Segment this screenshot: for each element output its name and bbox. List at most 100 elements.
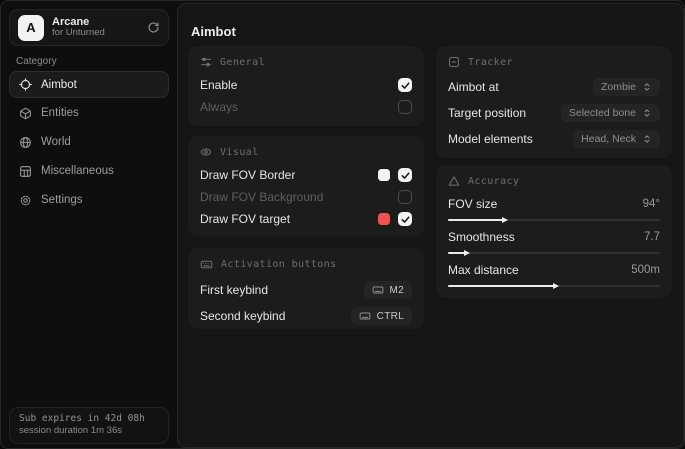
setting-label: Model elements [448, 132, 533, 146]
setting-row-first-keybind: First keybind M2 [200, 281, 412, 299]
keyboard-icon [359, 310, 371, 322]
check-icon [401, 215, 409, 223]
check-icon [401, 81, 409, 89]
crosshair-icon [19, 78, 32, 91]
category-label: Category [16, 56, 57, 67]
slider-thumb[interactable] [463, 250, 470, 256]
setting-row-smoothness: Smoothness 7.7 [448, 230, 660, 256]
color-swatch[interactable] [378, 213, 390, 225]
setting-label: Always [200, 100, 239, 114]
sidebar-item-entities[interactable]: Entities [9, 99, 169, 127]
slider-value: 94° [642, 198, 660, 210]
color-swatch[interactable] [378, 169, 390, 181]
reload-icon[interactable] [147, 21, 160, 34]
fov-target-checkbox[interactable] [398, 212, 412, 226]
setting-row-fov-target: Draw FOV target [200, 212, 412, 226]
card-title: General [220, 56, 265, 68]
setting-label: Enable [200, 78, 238, 92]
setting-row-max-distance: Max distance 500m [448, 263, 660, 289]
enable-checkbox[interactable] [398, 78, 412, 92]
slider-value: 500m [631, 264, 660, 276]
setting-row-enable: Enable [200, 78, 412, 92]
main-panel: Aimbot General Enable Always [177, 3, 684, 448]
select-value: Zombie [600, 81, 636, 93]
setting-label: Smoothness [448, 230, 515, 244]
sidebar: A Arcane for Unturned Category Aimbot [1, 1, 176, 448]
card-tracker-header: Tracker [448, 56, 660, 68]
chevrons-up-down-icon [642, 108, 652, 118]
sidebar-item-settings[interactable]: Settings [9, 186, 169, 214]
card-activation-buttons: Activation buttons First keybind M2 Seco… [188, 248, 424, 329]
keybind-value: M2 [389, 284, 404, 296]
sidebar-item-miscellaneous[interactable]: Miscellaneous [9, 157, 169, 185]
setting-row-aimbot-at: Aimbot at Zombie [448, 78, 660, 96]
fov-size-slider[interactable] [448, 217, 660, 223]
setting-label: Draw FOV target [200, 212, 291, 226]
keybind-value: CTRL [376, 310, 404, 322]
model-elements-select[interactable]: Head, Neck [573, 130, 660, 148]
app-name: Arcane [52, 15, 90, 28]
session-duration-text: session duration 1m 36s [19, 425, 122, 436]
keyboard-icon [372, 284, 384, 296]
aimbot-at-select[interactable]: Zombie [592, 78, 660, 96]
setting-label: First keybind [200, 283, 269, 297]
setting-label: Draw FOV Background [200, 190, 324, 204]
second-keybind-button[interactable]: CTRL [350, 307, 412, 325]
sidebar-item-label: World [41, 136, 71, 148]
slider-thumb[interactable] [502, 217, 509, 223]
setting-row-fov-background: Draw FOV Background [200, 190, 412, 204]
sidebar-nav: Aimbot Entities World [9, 71, 169, 215]
setting-label: Aimbot at [448, 80, 499, 94]
max-distance-slider[interactable] [448, 283, 660, 289]
app-header-text: Arcane for Unturned [52, 16, 147, 40]
triangle-icon [448, 175, 460, 187]
sidebar-item-label: Miscellaneous [41, 165, 114, 177]
sidebar-item-aimbot[interactable]: Aimbot [9, 71, 169, 98]
setting-label: Draw FOV Border [200, 168, 296, 182]
card-title: Accuracy [468, 175, 520, 187]
card-activation-header: Activation buttons [200, 258, 412, 271]
keyboard-icon [200, 258, 213, 271]
fov-border-checkbox[interactable] [398, 168, 412, 182]
setting-label: FOV size [448, 197, 498, 211]
subscription-info: Sub expires in 42d 08h session duration … [9, 407, 169, 444]
page-title: Aimbot [191, 24, 236, 39]
sidebar-item-world[interactable]: World [9, 128, 169, 156]
card-title: Activation buttons [221, 259, 337, 270]
setting-row-target-position: Target position Selected bone [448, 104, 660, 122]
setting-label: Max distance [448, 263, 519, 277]
slider-thumb[interactable] [553, 283, 559, 289]
select-value: Selected bone [568, 107, 636, 119]
setting-row-model-elements: Model elements Head, Neck [448, 130, 660, 148]
gear-icon [19, 194, 32, 207]
tracker-box-icon [448, 56, 460, 68]
chevrons-up-down-icon [642, 82, 652, 92]
app-logo: A [18, 14, 44, 41]
sub-expires-text: Sub expires in 42d 08h [19, 413, 145, 424]
setting-row-always: Always [200, 100, 412, 114]
sliders-icon [200, 56, 212, 68]
target-position-select[interactable]: Selected bone [560, 104, 660, 122]
fov-background-checkbox[interactable] [398, 190, 412, 204]
first-keybind-button[interactable]: M2 [363, 281, 412, 299]
grid-icon [19, 165, 32, 178]
card-accuracy: Accuracy FOV size 94° Smoothness 7.7 [436, 165, 672, 298]
card-general-header: General [200, 56, 412, 68]
globe-icon [19, 136, 32, 149]
card-visual-header: Visual [200, 146, 412, 158]
setting-label: Target position [448, 106, 527, 120]
sidebar-item-label: Aimbot [41, 78, 77, 91]
chevrons-up-down-icon [642, 134, 652, 144]
slider-value: 7.7 [644, 231, 660, 243]
setting-label: Second keybind [200, 309, 286, 323]
select-value: Head, Neck [581, 133, 636, 145]
card-general: General Enable Always [188, 46, 424, 126]
setting-row-fov-size: FOV size 94° [448, 197, 660, 223]
always-checkbox[interactable] [398, 100, 412, 114]
entities-icon [19, 107, 32, 120]
card-visual: Visual Draw FOV Border Draw FOV Backgrou… [188, 136, 424, 237]
card-tracker: Tracker Aimbot at Zombie Target position… [436, 46, 672, 158]
smoothness-slider[interactable] [448, 250, 660, 256]
setting-row-fov-border: Draw FOV Border [200, 168, 412, 182]
